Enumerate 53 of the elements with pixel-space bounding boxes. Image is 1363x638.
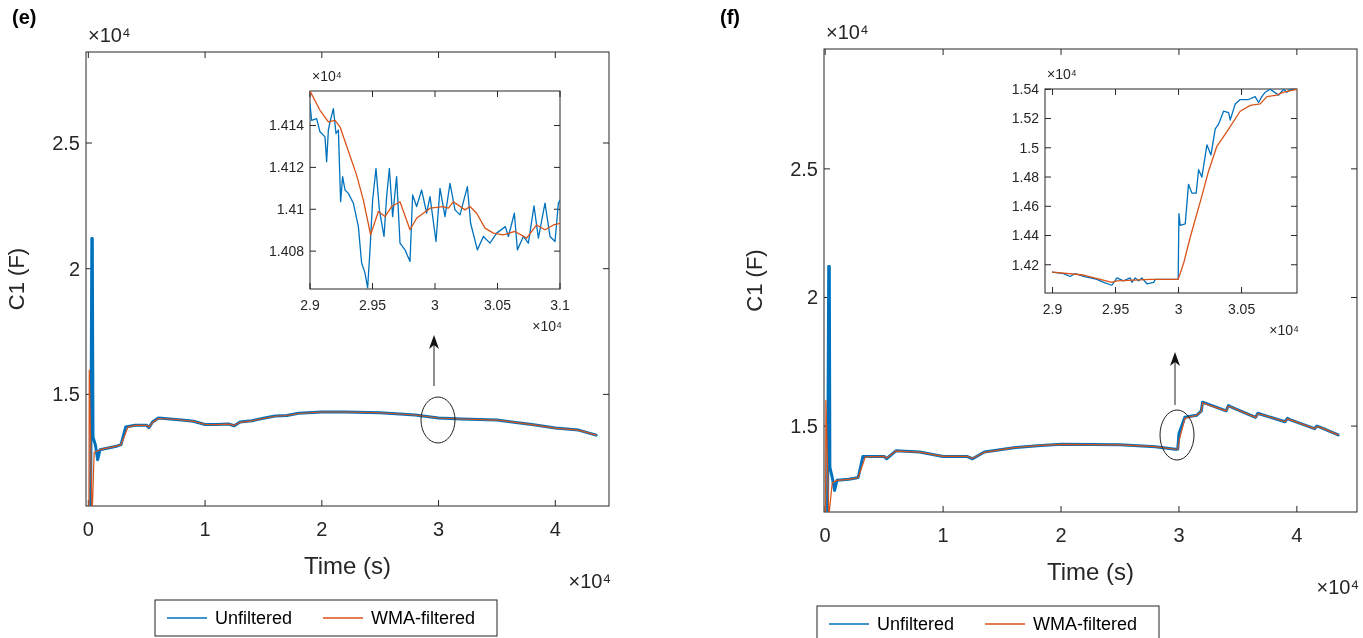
legend-label: WMA-filtered	[371, 608, 476, 628]
text: ×10⁴	[88, 24, 131, 46]
x-tick-label: 3.05	[1227, 301, 1256, 317]
annotation: ×10⁴	[1269, 322, 1299, 338]
annotation: ×10⁴	[312, 68, 342, 84]
x-tick-label: 3.1	[550, 297, 570, 313]
x-tick-label: 3	[431, 297, 440, 313]
y-tick-label: 1.48	[1011, 168, 1040, 185]
annotation: ×10⁴	[1047, 66, 1077, 82]
text: ×10⁴	[568, 570, 611, 592]
x-tick-label: 1	[937, 524, 949, 546]
x-tick-label: 4	[549, 518, 561, 540]
legend-label: Unfiltered	[877, 614, 955, 634]
x-tick-label: 2.9	[300, 297, 320, 313]
annotation: ×10⁴	[532, 318, 562, 334]
text: ×10⁴	[1316, 576, 1359, 598]
y-tick-label: 1.42	[1011, 256, 1040, 273]
x-tick-label: 2.95	[358, 297, 387, 313]
x-axis-title: Time (s)	[1046, 558, 1135, 585]
x-tick-label: 3	[1174, 301, 1183, 317]
y-tick-label: 1.412	[268, 159, 305, 176]
chart-title: (f)	[720, 6, 740, 28]
y-tick-label: 1.5	[52, 383, 80, 406]
y-tick-label: 1.5	[1019, 139, 1040, 156]
y-tick-label: 1.54	[1011, 81, 1040, 98]
y-tick-label: 1.46	[1011, 198, 1040, 215]
x-tick-label: 1	[199, 518, 211, 540]
x-tick-label: 3.05	[483, 297, 512, 313]
text: ×10⁴	[826, 21, 869, 43]
y-tick-label: 1.52	[1011, 110, 1040, 127]
y-tick-label: 2	[68, 257, 80, 280]
y-axis-title: C1 (F)	[4, 247, 29, 311]
x-tick-label: 2.9	[1042, 301, 1063, 317]
x-tick-label: 2	[1055, 524, 1067, 546]
y-axis-title: C1 (F)	[742, 249, 767, 312]
legend-label: Unfiltered	[215, 608, 293, 628]
y-tick-label: 1.414	[268, 117, 305, 134]
x-tick-label: 0	[819, 524, 831, 546]
y-tick-label: 1.44	[1011, 227, 1040, 244]
y-tick-label: 1.41	[276, 201, 305, 218]
x-tick-label: 3	[433, 518, 445, 540]
x-axis-title: Time (s)	[303, 552, 392, 579]
y-tick-label: 1.5	[790, 415, 818, 438]
x-tick-label: 3	[1173, 524, 1185, 546]
chart-title: (e)	[12, 6, 37, 28]
x-tick-label: 2.95	[1101, 301, 1130, 317]
x-tick-label: 2	[316, 518, 328, 540]
y-tick-label: 2.5	[52, 132, 80, 154]
y-tick-label: 2.5	[790, 157, 818, 180]
legend-label: WMA-filtered	[1033, 614, 1138, 634]
y-tick-label: 1.408	[268, 243, 305, 260]
x-tick-label: 0	[82, 518, 94, 540]
x-tick-label: 4	[1291, 524, 1303, 546]
